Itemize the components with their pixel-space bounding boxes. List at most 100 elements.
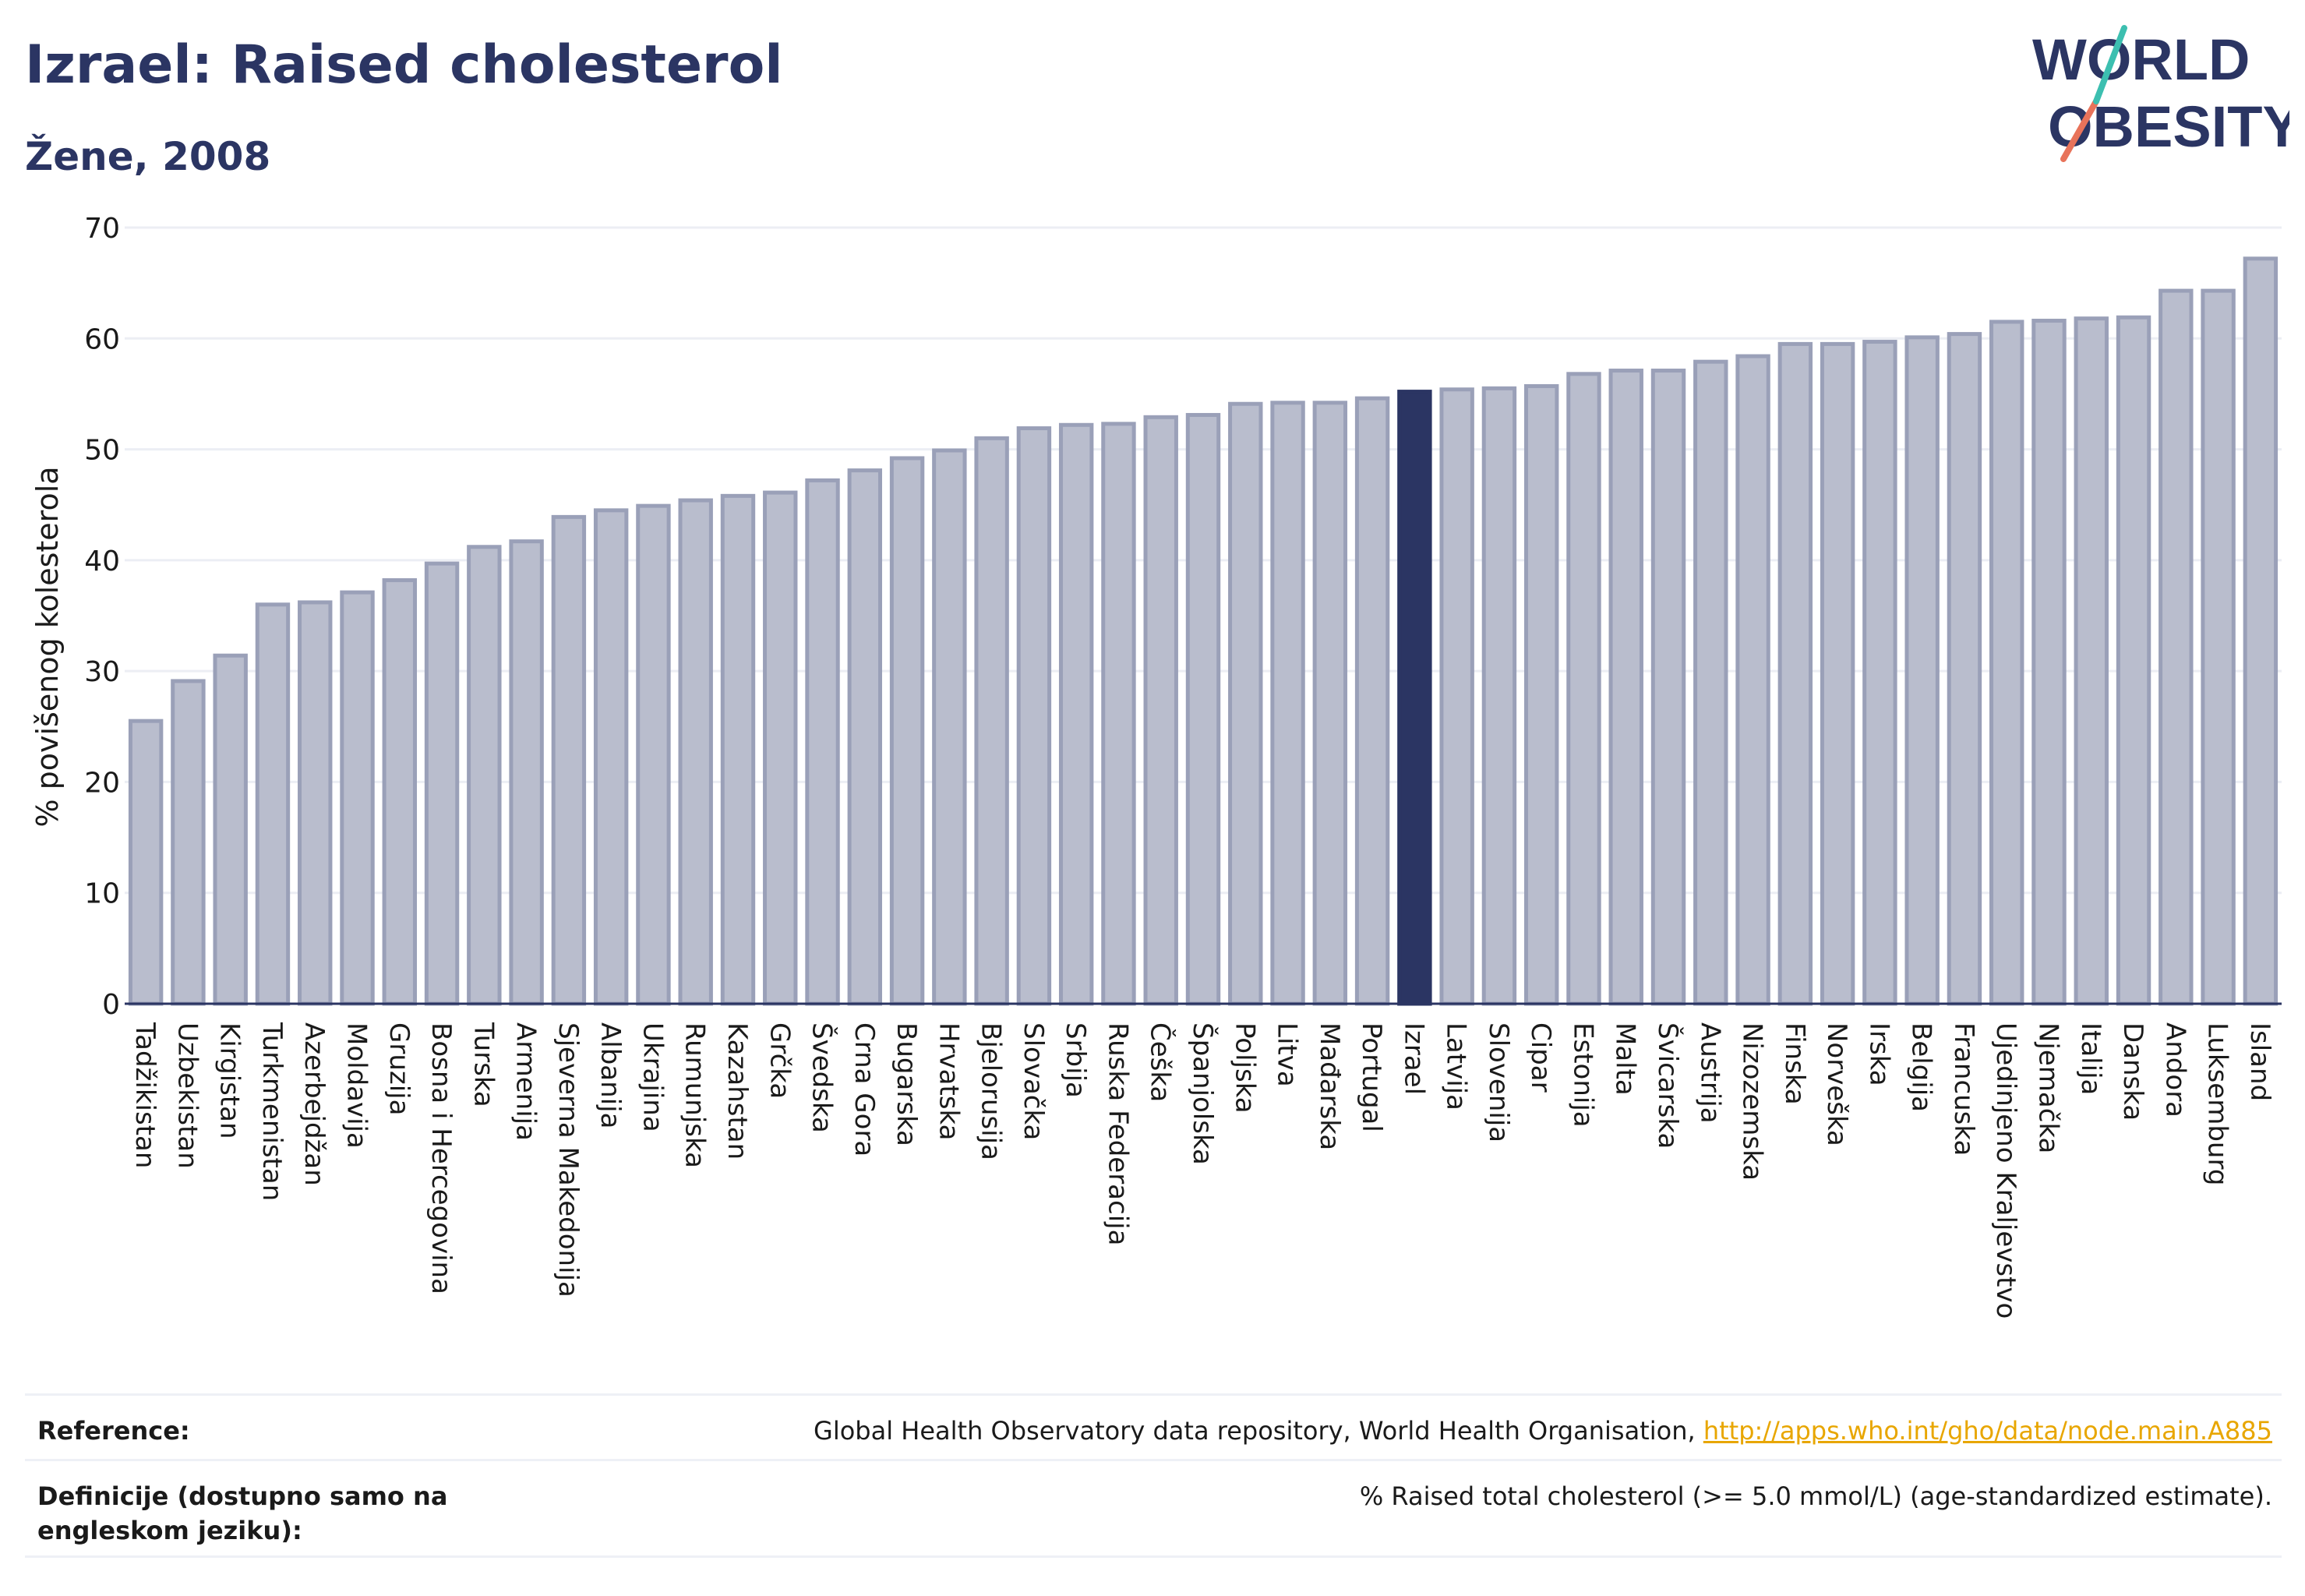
bar	[213, 653, 248, 1006]
x-tick-label: Italija	[2075, 1022, 2106, 1095]
bar	[298, 600, 333, 1006]
x-tick-label: Malta	[1610, 1022, 1641, 1096]
x-tick-label: Armenija	[510, 1022, 542, 1141]
bar	[593, 508, 629, 1006]
x-tick-label: Kirgistan	[214, 1022, 245, 1139]
bar	[1101, 422, 1136, 1006]
reference-value: Global Health Observatory data repositor…	[814, 1414, 2272, 1448]
x-tick-label: Gruzija	[383, 1022, 415, 1115]
reference-bottom-divider	[25, 1555, 2282, 1558]
reference-middle-divider	[25, 1459, 2282, 1461]
x-tick-label: Moldavija	[341, 1022, 372, 1149]
x-tick-label: Srbija	[1060, 1022, 1091, 1098]
x-tick-label: Poljska	[1229, 1022, 1260, 1114]
x-tick-label: Ukrajina	[637, 1022, 668, 1132]
bar	[340, 590, 375, 1006]
bar	[1016, 426, 1052, 1006]
x-tick-label: Izrael	[1398, 1022, 1429, 1095]
x-tick-label: Nizozemska	[1737, 1022, 1768, 1181]
x-tick-label: Njemačka	[2032, 1022, 2063, 1153]
bar	[805, 478, 840, 1006]
x-tick-label: Albanija	[595, 1022, 626, 1128]
bar	[1185, 412, 1221, 1006]
y-tick-label: 30	[84, 656, 120, 688]
x-tick-label: Turkmenistan	[256, 1022, 288, 1201]
bar	[424, 561, 460, 1006]
x-tick-label: Španjolska	[1187, 1022, 1219, 1165]
x-tick-label: Estonija	[1567, 1022, 1598, 1128]
chart-title: Izrael: Raised cholesterol	[25, 34, 783, 96]
x-tick-label: Cipar	[1525, 1022, 1556, 1093]
y-tick-label: 10	[84, 878, 120, 910]
x-tick-label: Crna Gora	[849, 1022, 880, 1156]
bar	[1312, 401, 1348, 1006]
bar-highlight	[1397, 390, 1432, 1006]
x-tick-label: Slovenija	[1483, 1022, 1514, 1142]
bar	[1947, 332, 1982, 1006]
x-tick-label: Češka	[1145, 1022, 1177, 1102]
world-obesity-logo: WORLD OBESITY	[2032, 25, 2289, 162]
x-tick-label: Portugal	[1356, 1022, 1387, 1132]
reference-label: Reference:	[37, 1416, 190, 1446]
reference-link[interactable]: http://apps.who.int/gho/data/node.main.A…	[1703, 1416, 2272, 1446]
bar	[720, 493, 756, 1006]
y-axis-label: % povišenog kolesterola	[30, 466, 65, 827]
x-tick-label: Mađarska	[1314, 1022, 1345, 1150]
bar	[1439, 387, 1474, 1006]
definition-label: Definicije (dostupno samo na engleskom j…	[37, 1481, 448, 1545]
x-tick-label: Norveška	[1821, 1022, 1852, 1146]
bar	[1904, 335, 1940, 1006]
definition-text: % Raised total cholesterol (>= 5.0 mmol/…	[1359, 1481, 2272, 1511]
x-tick-label: Švedska	[807, 1022, 838, 1133]
x-tick-label: Tadžikistan	[129, 1022, 161, 1168]
bar	[2159, 288, 2194, 1006]
bar	[974, 436, 1009, 1006]
x-tick-label: Irska	[1863, 1022, 1894, 1086]
bar	[1862, 340, 1897, 1006]
x-tick-label: Belgija	[1906, 1022, 1937, 1112]
bar	[2243, 256, 2279, 1006]
bar	[1523, 383, 1559, 1006]
x-tick-label: Bjelorusija	[976, 1022, 1007, 1160]
bar	[1354, 396, 1390, 1006]
bar	[382, 577, 417, 1006]
y-tick-label: 40	[84, 546, 120, 577]
x-tick-label: Ruska Federacija	[1102, 1022, 1133, 1245]
reference-top-divider	[25, 1393, 2282, 1396]
x-tick-label: Bugarska	[891, 1022, 922, 1146]
y-tick-label: 70	[84, 213, 120, 245]
x-tick-label: Island	[2244, 1022, 2275, 1101]
x-tick-label: Sjeverna Makedonija	[552, 1022, 584, 1298]
bar	[509, 539, 544, 1006]
bar-chart: 0 10 20 30 40 50 60 70 Tadžikistan Uzbekistan Kirg…	[30, 213, 2282, 1319]
y-tick-label: 20	[84, 767, 120, 799]
bar	[1566, 372, 1601, 1006]
bar	[1650, 369, 1686, 1006]
bar	[1481, 386, 1517, 1006]
bar	[171, 679, 206, 1006]
bar	[1777, 341, 1813, 1006]
x-tick-label: Andora	[2159, 1022, 2190, 1118]
y-tick-label: 0	[102, 989, 120, 1021]
bar	[2074, 316, 2109, 1006]
bar	[128, 719, 164, 1006]
bar	[1693, 359, 1728, 1006]
bar	[1608, 369, 1643, 1006]
reference-text: Global Health Observatory data repositor…	[814, 1416, 1703, 1446]
bar	[847, 468, 883, 1006]
bar	[678, 498, 713, 1006]
x-tick-label: Austrija	[1694, 1022, 1725, 1124]
bar	[1270, 401, 1305, 1006]
bar	[1228, 401, 1263, 1006]
bar	[2201, 288, 2236, 1006]
bar	[1989, 320, 2024, 1006]
x-tick-label: Francuska	[1948, 1022, 1979, 1156]
x-tick-label: Finska	[1779, 1022, 1810, 1105]
bar	[1058, 422, 1094, 1006]
bar	[1735, 354, 1770, 1006]
x-tick-label: Slovačka	[1018, 1022, 1049, 1140]
bar	[255, 602, 291, 1006]
x-tick-label: Hrvatska	[933, 1022, 964, 1140]
chart-subtitle: Žene, 2008	[25, 134, 271, 179]
bar	[636, 503, 671, 1006]
